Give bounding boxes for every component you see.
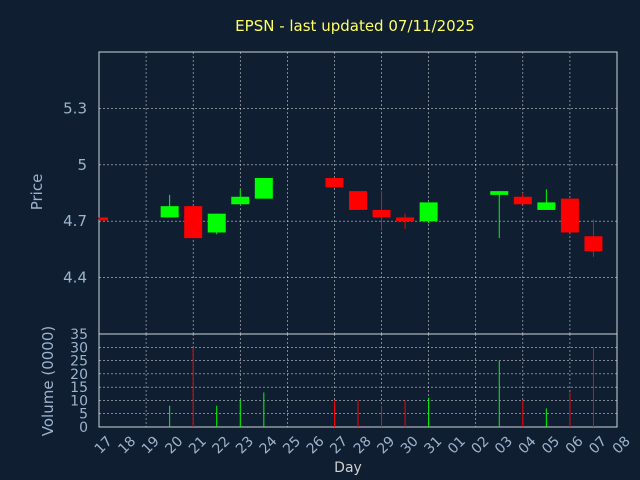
volume-tick-label: 20 <box>70 367 88 383</box>
x-tick-label: 29 <box>374 433 398 457</box>
x-tick-label: 21 <box>186 433 210 457</box>
candle-body <box>372 209 391 218</box>
volume-tick-label: 10 <box>70 393 88 409</box>
x-tick-label: 24 <box>257 433 281 457</box>
x-tick-label: 01 <box>445 433 469 457</box>
x-tick-label: 26 <box>304 433 328 457</box>
price-axis-label: Price <box>28 174 46 211</box>
candle-body <box>349 191 367 210</box>
volume-tick-label: 30 <box>70 340 88 356</box>
x-tick-label: 22 <box>210 433 234 457</box>
candle-body <box>184 206 203 239</box>
candle-body <box>490 191 509 195</box>
x-tick-label: 31 <box>421 433 445 457</box>
price-tick-label: 5.3 <box>63 99 87 117</box>
x-axis-label: Day <box>334 460 362 476</box>
candle-body <box>419 202 438 222</box>
x-tick-label: 30 <box>398 433 422 457</box>
volume-axis-label: Volume (0000) <box>39 326 57 436</box>
x-tick-label: 28 <box>351 433 375 457</box>
x-tick-label: 23 <box>233 433 257 457</box>
volume-tick-label: 25 <box>70 354 88 370</box>
x-tick-label: 06 <box>563 433 587 457</box>
x-tick-label: 03 <box>492 433 516 457</box>
x-tick-label: 04 <box>516 433 540 457</box>
candle-body <box>160 206 179 218</box>
x-tick-label: 05 <box>539 433 563 457</box>
volume-tick-label: 15 <box>70 380 88 396</box>
x-tick-label: 19 <box>139 433 163 457</box>
x-tick-label: 20 <box>162 433 186 457</box>
price-tick-label: 4.7 <box>63 212 87 230</box>
candle-body <box>513 196 532 205</box>
candle-body <box>325 177 344 188</box>
candle-body <box>99 217 108 221</box>
x-tick-label: 27 <box>327 433 351 457</box>
chart-title: EPSN - last updated 07/11/2025 <box>235 17 475 35</box>
x-tick-label: 18 <box>115 433 139 457</box>
candle-body <box>560 198 579 233</box>
candle-body <box>207 213 226 233</box>
candle-body <box>537 202 556 210</box>
volume-tick-label: 35 <box>70 327 88 343</box>
price-panel: 4.4 4.7 5 5.3 <box>63 51 618 335</box>
candle-body <box>254 177 273 199</box>
x-tick-label: 17 <box>92 433 116 457</box>
x-tick-label: 08 <box>610 433 634 457</box>
volume-tick-label: 5 <box>79 407 88 423</box>
x-tick-label: 02 <box>469 433 493 457</box>
price-tick-label: 4.4 <box>63 269 87 287</box>
volume-tick-label: 0 <box>79 420 88 436</box>
x-axis: 17 18 19 20 21 22 23 24 25 26 27 28 29 30 31 01 02 03 04 05… <box>92 433 634 457</box>
price-tick-label: 5 <box>77 156 87 174</box>
candle-body <box>231 196 250 205</box>
x-tick-label: 25 <box>280 433 304 457</box>
x-tick-label: 07 <box>586 433 610 457</box>
candle-body <box>584 236 603 252</box>
candle-body <box>396 217 415 222</box>
